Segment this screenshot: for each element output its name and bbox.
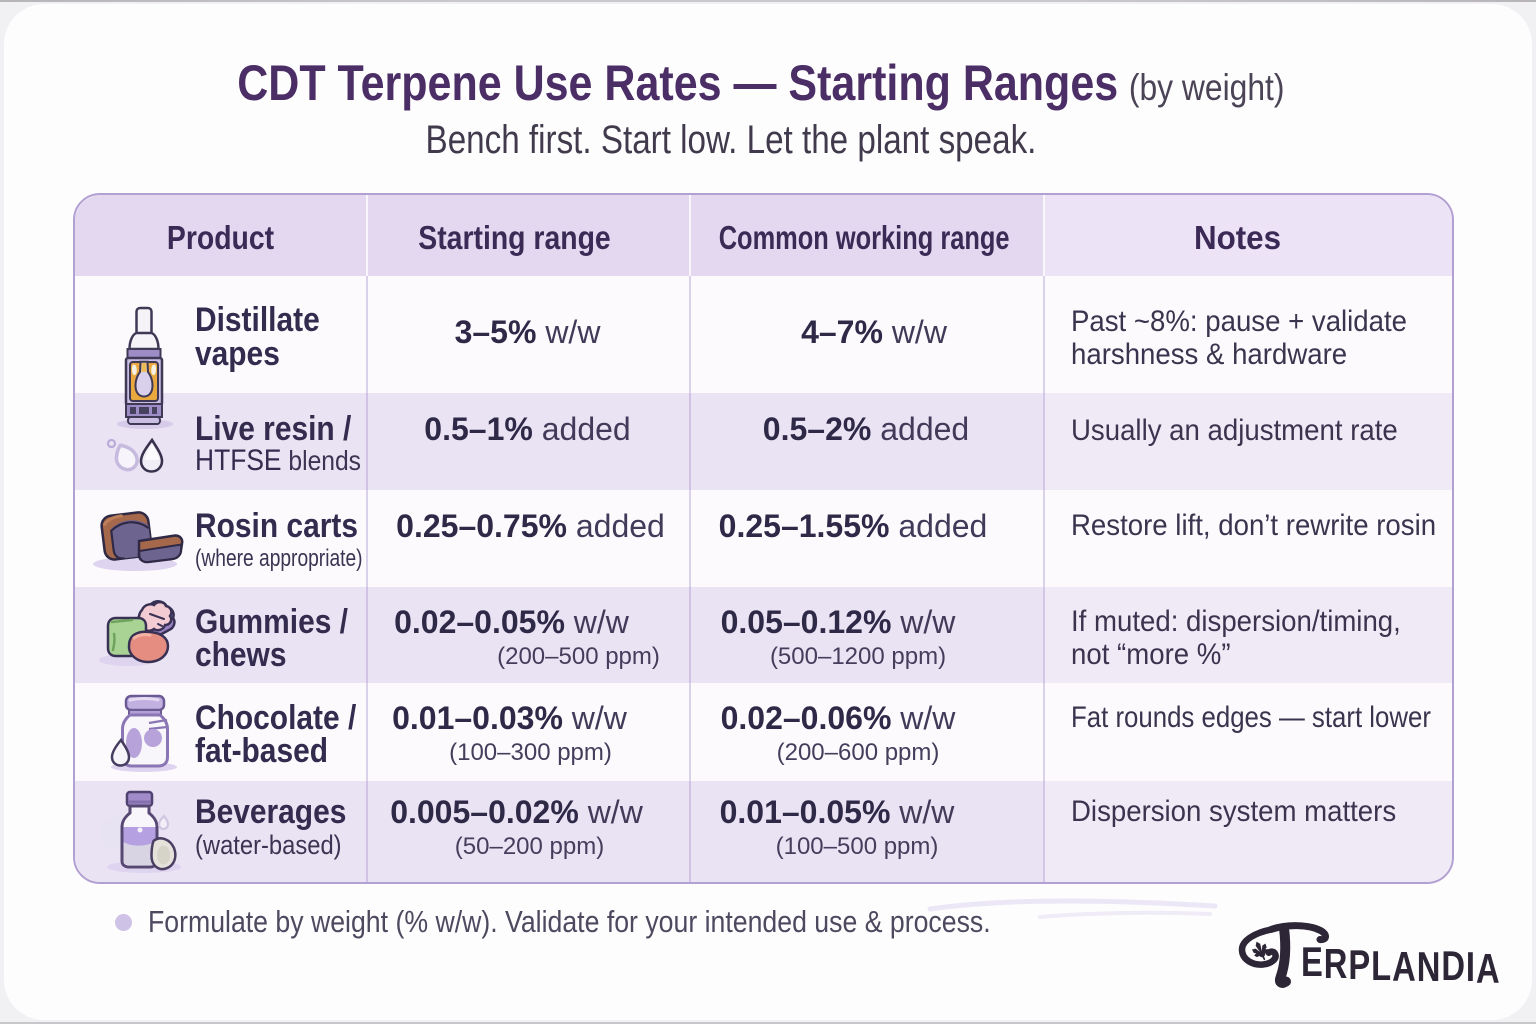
- svg-text:ERPLANDIA: ERPLANDIA: [1301, 938, 1501, 992]
